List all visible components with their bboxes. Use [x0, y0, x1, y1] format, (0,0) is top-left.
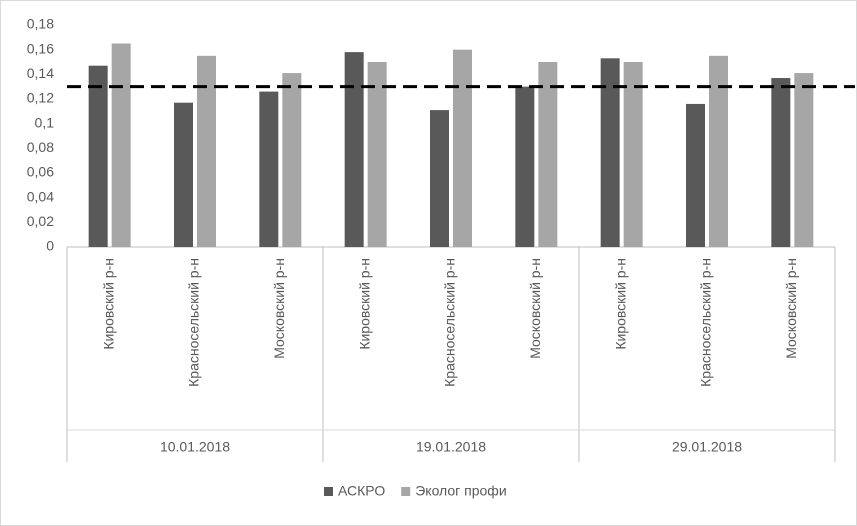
bar	[197, 55, 216, 248]
y-tick-label: 0,18	[27, 16, 54, 32]
group-label: 19.01.2018	[416, 439, 486, 455]
x-tick-label: Кировский р-н	[356, 258, 372, 350]
bar	[686, 103, 705, 247]
y-tick-label: 0,12	[27, 90, 54, 106]
x-tick-label: Красносельский р-н	[698, 258, 714, 387]
bar	[600, 58, 620, 247]
x-tick-label: Московский р-н	[783, 258, 799, 359]
legend-label: АСКРО	[338, 483, 385, 499]
x-tick-label: Московский р-н	[271, 258, 287, 359]
bar	[623, 62, 643, 247]
bar	[771, 78, 791, 248]
bar	[430, 110, 449, 247]
bar	[453, 49, 472, 247]
bar	[794, 73, 814, 247]
bar	[88, 65, 108, 247]
x-tick-label: Кировский р-н	[612, 258, 628, 350]
y-tick-label: 0,04	[27, 188, 54, 204]
bar	[367, 62, 387, 247]
bar	[344, 52, 364, 248]
y-tick-label: 0,14	[27, 65, 54, 81]
y-tick-label: 0,16	[27, 40, 54, 56]
x-tick-label: Красносельский р-н	[186, 258, 202, 387]
y-tick-label: 0,06	[27, 164, 54, 180]
x-tick-label: Кировский р-н	[100, 258, 116, 350]
bar	[709, 55, 728, 248]
x-tick-label: Красносельский р-н	[442, 258, 458, 387]
y-tick-label: 0	[46, 238, 54, 254]
bar	[111, 43, 131, 247]
bar	[515, 86, 535, 248]
legend-swatch	[324, 487, 333, 496]
y-tick-label: 0,02	[27, 213, 54, 229]
group-label: 29.01.2018	[672, 439, 742, 455]
y-tick-label: 0,08	[27, 139, 54, 155]
bar	[174, 102, 193, 247]
bar	[538, 62, 558, 247]
x-tick-label: Московский р-н	[527, 258, 543, 359]
y-tick-label: 0,1	[35, 114, 55, 130]
bar	[259, 91, 279, 247]
group-label: 10.01.2018	[160, 439, 230, 455]
legend-swatch	[401, 487, 411, 496]
bar	[282, 73, 302, 247]
legend-label: Эколог профи	[415, 483, 506, 499]
